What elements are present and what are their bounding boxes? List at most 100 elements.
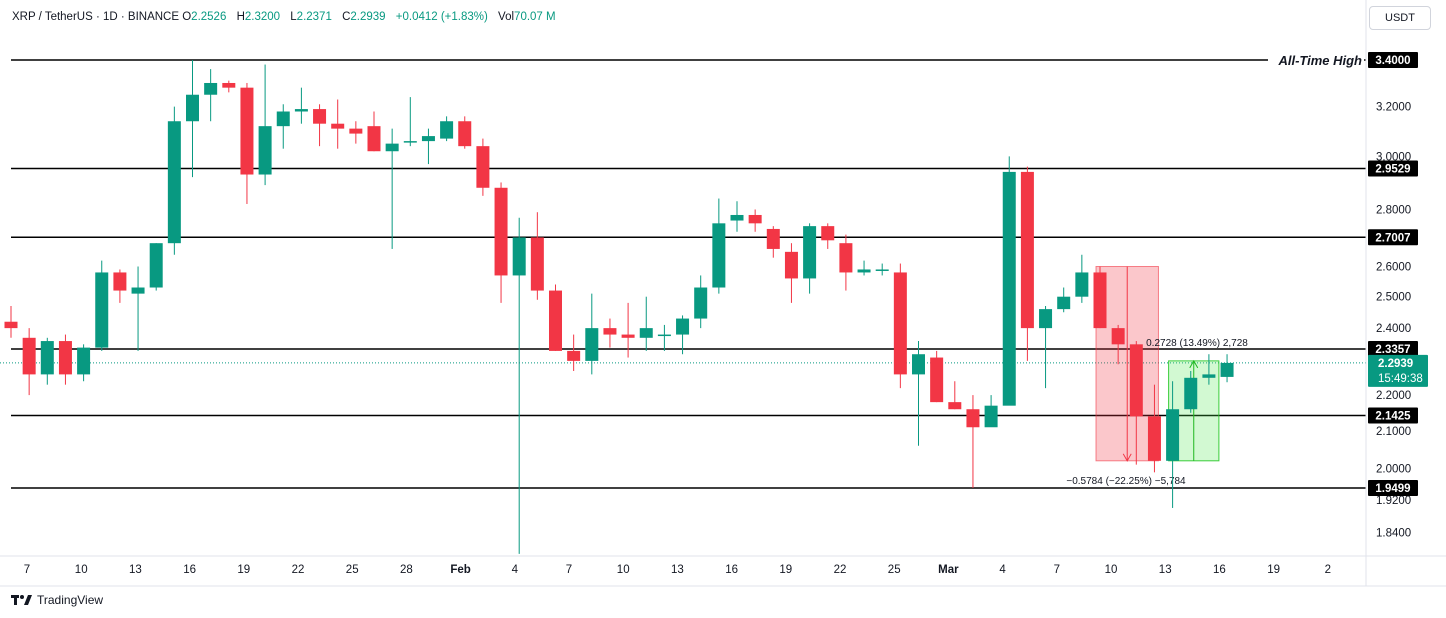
price-tick-label: 1.8400	[1376, 528, 1411, 540]
candle-body	[385, 143, 399, 152]
candle-body	[1147, 416, 1161, 461]
level-price-label: 2.3357	[1375, 344, 1410, 356]
candle-body	[149, 243, 163, 288]
time-tick-label: 22	[834, 564, 847, 576]
level-price-box	[1368, 229, 1418, 246]
candle-body	[930, 357, 944, 403]
candle-body	[912, 354, 925, 375]
candle-body	[1111, 328, 1125, 345]
candle-body	[421, 136, 435, 142]
time-tick-label: 28	[400, 564, 413, 576]
time-tick-label: 16	[183, 564, 196, 576]
candle-body	[1220, 362, 1234, 377]
candle-body	[821, 226, 835, 241]
time-tick-label: 7	[566, 564, 572, 576]
candle-body	[476, 146, 490, 188]
candle-body	[803, 226, 817, 279]
candle-body	[494, 187, 508, 276]
candle-body	[40, 341, 54, 375]
candle-body	[4, 321, 18, 329]
candle-body	[1093, 272, 1107, 329]
candle-body	[1020, 171, 1034, 329]
price-tick-label: 3.0000	[1376, 151, 1411, 163]
time-tick-label: Feb	[450, 564, 470, 576]
candle-body	[1166, 409, 1180, 461]
price-tick-label: 2.8000	[1376, 204, 1411, 216]
tradingview-icon	[11, 595, 32, 605]
high-label: H	[236, 11, 245, 23]
candle-body	[585, 328, 599, 361]
brand-name: TradingView	[37, 593, 104, 607]
candle-body	[966, 409, 980, 428]
level-price-box	[1368, 52, 1418, 68]
change-value: +0.0412 (+1.83%)	[395, 11, 488, 23]
price-tick-label: 2.0000	[1376, 463, 1411, 475]
time-tick-label: 25	[888, 564, 901, 576]
candle-body	[694, 287, 708, 319]
candle-body	[857, 269, 871, 273]
level-price-label: 3.4000	[1375, 55, 1410, 67]
candle-body	[603, 328, 617, 335]
candle-body	[567, 350, 581, 361]
time-tick-label: 10	[617, 564, 630, 576]
price-tick-label: 2.1000	[1376, 426, 1411, 438]
candle-body	[186, 94, 199, 122]
measure-down-label: −0.5784 (−22.25%) −5,784	[1066, 476, 1186, 487]
tradingview-logo[interactable]: TradingView	[11, 593, 103, 607]
price-tick-label: 2.6000	[1376, 262, 1411, 274]
candle-body	[948, 402, 962, 410]
time-tick-label: 13	[671, 564, 684, 576]
close-value: 2.2939	[350, 11, 386, 23]
current-price-label: 2.2939	[1378, 358, 1413, 370]
symbol-title[interactable]: XRP / TetherUS · 1D · BINANCE	[12, 11, 180, 23]
time-tick-label: 10	[1105, 564, 1118, 576]
level-price-box	[1368, 480, 1418, 496]
low-value: 2.2371	[296, 11, 332, 23]
level-price-label: 2.1425	[1375, 410, 1411, 422]
candle-body	[113, 272, 127, 291]
candle-body	[367, 126, 381, 152]
high-value: 2.3200	[244, 11, 281, 23]
candle-body	[276, 111, 290, 127]
candle-body	[639, 328, 653, 338]
time-tick-label: 7	[1054, 564, 1060, 576]
candle-body	[95, 272, 109, 348]
candle-body	[313, 109, 327, 124]
price-tick-label: 3.2000	[1376, 102, 1411, 114]
time-tick-label: 19	[1267, 564, 1280, 576]
open-value: 2.2526	[191, 11, 227, 23]
candle-body	[730, 214, 744, 221]
candle-body	[766, 228, 780, 249]
level-price-box	[1368, 407, 1418, 424]
candle-body	[204, 82, 218, 95]
candle-body	[748, 214, 762, 224]
currency-button[interactable]: USDT	[1369, 6, 1431, 30]
candle-body	[294, 109, 308, 112]
candle-body	[240, 87, 254, 175]
candle-body	[1002, 171, 1016, 406]
candle-body	[1184, 377, 1198, 410]
volume-label: Vol	[498, 11, 515, 23]
annotation-bg	[1268, 51, 1364, 69]
measure-up-arrowhead	[1189, 359, 1199, 369]
time-tick-label: 4	[999, 564, 1006, 576]
candle-body	[1129, 344, 1143, 417]
candle-body	[349, 128, 363, 134]
level-price-box	[1368, 341, 1418, 358]
candle-body	[331, 123, 345, 129]
candle-body	[712, 223, 726, 288]
candle-body	[1057, 296, 1071, 310]
all-time-high-annotation: All-Time High	[1277, 53, 1362, 68]
current-price-box	[1368, 354, 1428, 387]
level-price-box	[1368, 160, 1418, 177]
volume-value: 70.07 M	[514, 11, 556, 23]
time-tick-label: 22	[292, 564, 305, 576]
candle-body	[77, 347, 91, 375]
candle-body	[893, 272, 907, 375]
level-price-label: 1.9499	[1375, 483, 1410, 495]
time-tick-label: 7	[24, 564, 30, 576]
candle-body	[222, 82, 236, 88]
time-tick-label: 10	[75, 564, 88, 576]
candle-body	[512, 237, 526, 276]
